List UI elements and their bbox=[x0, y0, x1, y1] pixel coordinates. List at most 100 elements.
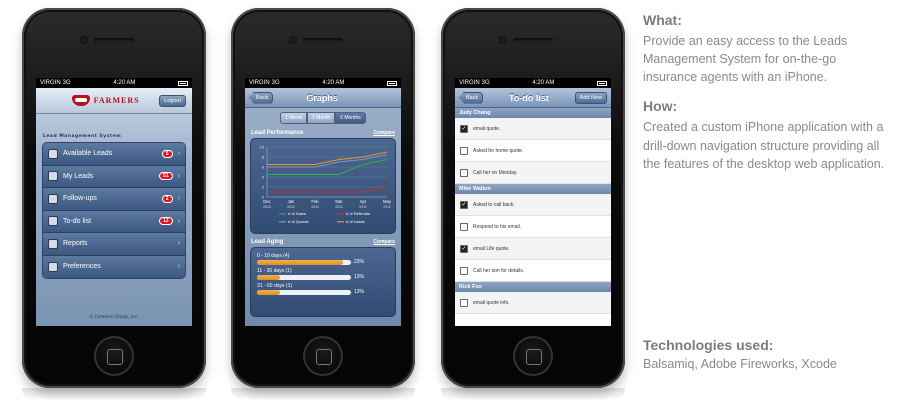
carrier: VIRGIN bbox=[249, 80, 270, 86]
home-button[interactable] bbox=[513, 336, 553, 376]
farmers-logo: FARMERS bbox=[71, 95, 140, 106]
my-leads-icon bbox=[48, 171, 58, 182]
add-new-button[interactable]: Add New bbox=[574, 91, 607, 104]
performance-title: Lead Performance bbox=[251, 130, 304, 136]
status-bar: VIRGIN 3G 4:20 AM bbox=[36, 78, 192, 88]
x-tick-label: Jan bbox=[288, 199, 295, 204]
aging-percent: 23% bbox=[354, 259, 365, 265]
line-chart: 1086420Dec2010Jan2011Feb2011Mar2011Apr20… bbox=[260, 145, 392, 225]
aging-label: 11 - 30 days (1) bbox=[257, 268, 292, 274]
count-badge: 51 bbox=[159, 172, 173, 181]
x-tick-year: 2011 bbox=[383, 205, 391, 209]
x-tick-label: Feb bbox=[311, 199, 319, 204]
chevron-right-icon: › bbox=[177, 195, 180, 203]
x-tick-label: May bbox=[383, 199, 392, 204]
clock: 4:20 AM bbox=[113, 80, 136, 86]
menu-item[interactable]: Reports › bbox=[43, 233, 185, 256]
camera-icon bbox=[289, 36, 297, 44]
chevron-right-icon: › bbox=[177, 240, 180, 248]
aging-bar-row: 13% bbox=[257, 289, 389, 295]
aging-track bbox=[257, 274, 351, 280]
earpiece bbox=[94, 38, 134, 43]
y-tick-label: 0 bbox=[262, 195, 265, 200]
checkbox-unchecked[interactable] bbox=[460, 168, 468, 177]
todo-item[interactable]: email quote info. bbox=[455, 292, 611, 314]
todo-item[interactable]: Call her son for details. bbox=[455, 260, 611, 282]
period-segmented-control: 1 Week 1 Month 6 Months bbox=[245, 112, 401, 124]
y-tick-label: 10 bbox=[260, 145, 265, 150]
back-button[interactable]: Back bbox=[249, 91, 274, 104]
aging-item: 0 - 10 days (4) 23% bbox=[257, 253, 389, 265]
logo-text: FARMERS bbox=[93, 96, 140, 105]
project-description: What: Provide an easy access to the Lead… bbox=[643, 12, 893, 185]
todo-icon bbox=[48, 216, 58, 227]
checkbox-checked[interactable]: ✓ bbox=[460, 244, 468, 253]
reflection bbox=[22, 388, 206, 400]
todo-list: Judy Chang ✓ email quote. Asked for home qu… bbox=[455, 108, 611, 314]
battery-icon bbox=[177, 80, 188, 86]
home-button[interactable] bbox=[94, 336, 134, 376]
group-items: email quote info. bbox=[455, 292, 611, 314]
menu-item-label: To-do list bbox=[63, 217, 92, 225]
y-tick-label: 8 bbox=[262, 155, 265, 160]
group-header: Mike Walton bbox=[455, 184, 611, 194]
segment-0[interactable]: 1 Week bbox=[280, 112, 308, 124]
nav-bar: Back To-do list Add New bbox=[455, 88, 611, 108]
technologies: Technologies used: Balsamiq, Adobe Firew… bbox=[643, 337, 893, 371]
menu-item-label: Preferences bbox=[63, 263, 101, 271]
how-text: Created a custom iPhone application with… bbox=[643, 120, 885, 171]
series-line-ofsales bbox=[267, 159, 388, 175]
compare-link[interactable]: Compare bbox=[373, 130, 395, 136]
crest-icon bbox=[71, 95, 90, 106]
aging-percent: 13% bbox=[354, 289, 365, 295]
carrier: VIRGIN bbox=[40, 80, 61, 86]
page-title: To-do list bbox=[509, 92, 549, 103]
todo-text: Respond to his email. bbox=[473, 223, 522, 230]
todo-item[interactable]: ✓ email quote. bbox=[455, 118, 611, 140]
lead-aging-panel: 0 - 10 days (4) 23% 11 - 30 days (1) 13% 31 … bbox=[250, 247, 396, 317]
todo-item[interactable]: ✓ email Life quote. bbox=[455, 238, 611, 260]
menu-item[interactable]: Preferences › bbox=[43, 255, 185, 278]
home-button[interactable] bbox=[303, 336, 343, 376]
segment-1[interactable]: 1 Month bbox=[307, 112, 336, 124]
back-button[interactable]: Back bbox=[459, 91, 484, 104]
checkbox-unchecked[interactable] bbox=[460, 298, 468, 307]
aging-bar-row: 23% bbox=[257, 259, 389, 265]
what-heading: What: bbox=[643, 12, 682, 28]
main-menu: Available Leads 5 › My Leads 51 › Follow-ups 2 ›… bbox=[42, 142, 186, 279]
todo-item[interactable]: Asked for home quote. bbox=[455, 140, 611, 162]
how-heading: How: bbox=[643, 98, 678, 115]
checkbox-unchecked[interactable] bbox=[460, 222, 468, 231]
what-text: Provide an easy access to the Leads Mana… bbox=[643, 34, 848, 85]
series-line-ofleads bbox=[267, 151, 388, 165]
legend-label: # of Leads bbox=[346, 219, 365, 224]
y-tick-label: 6 bbox=[262, 165, 265, 170]
aging-item: 11 - 30 days (1) 13% bbox=[257, 268, 389, 280]
menu-item[interactable]: Follow-ups 2 › bbox=[43, 188, 185, 211]
checkbox-unchecked[interactable] bbox=[460, 266, 468, 275]
aging-title: Lead Aging bbox=[251, 239, 284, 245]
tech-text: Balsamiq, Adobe Fireworks, Xcode bbox=[643, 357, 837, 371]
todo-item[interactable]: ✓ Asked to call back. bbox=[455, 194, 611, 216]
menu-item[interactable]: Available Leads 5 › bbox=[43, 143, 185, 166]
camera-icon bbox=[80, 36, 88, 44]
menu-item[interactable]: My Leads 51 › bbox=[43, 165, 185, 188]
menu-item[interactable]: To-do list 12 › bbox=[43, 210, 185, 233]
logout-button[interactable]: Logout bbox=[159, 94, 186, 107]
checkbox-checked[interactable]: ✓ bbox=[460, 124, 468, 133]
todo-item[interactable]: Call her on Monday. bbox=[455, 162, 611, 184]
reports-icon bbox=[48, 238, 58, 249]
checkbox-checked[interactable]: ✓ bbox=[460, 200, 468, 209]
todo-item[interactable]: Respond to his email. bbox=[455, 216, 611, 238]
segment-2[interactable]: 6 Months bbox=[335, 112, 366, 124]
checkbox-unchecked[interactable] bbox=[460, 146, 468, 155]
leads-icon bbox=[48, 148, 58, 159]
reflection bbox=[441, 388, 625, 400]
aging-label: 0 - 10 days (4) bbox=[257, 253, 290, 259]
chevron-right-icon: › bbox=[177, 263, 180, 271]
phone-mockup-todo: VIRGIN 3G 4:20 AM Back To-do list Add New… bbox=[441, 8, 625, 388]
earpiece bbox=[513, 38, 553, 43]
x-tick-year: 2011 bbox=[359, 205, 367, 209]
compare-link[interactable]: Compare bbox=[373, 239, 395, 245]
aging-label: 31 - 60 days (1) bbox=[257, 283, 293, 289]
